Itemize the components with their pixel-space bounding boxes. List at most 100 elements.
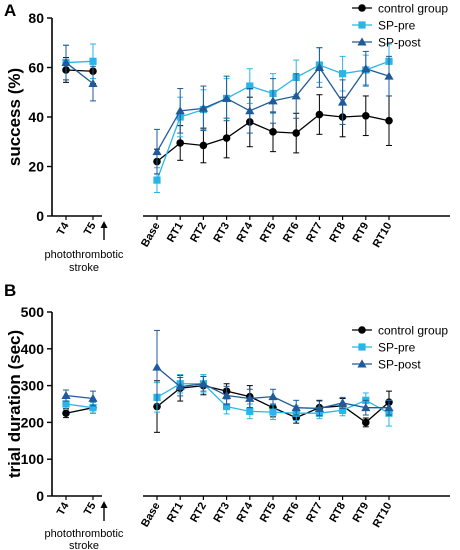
chart1-xtick-label: Base [139,501,163,530]
chart1-xtick-label: RT2 [188,501,209,525]
chart1-data-point [246,407,254,415]
chart0-data-point [269,128,277,136]
chart1-legend-label: SP-pre [378,341,416,355]
chart1-xtick-label: RT5 [258,501,279,525]
chart1-series-line [65,407,94,414]
chart0-ytick-label: 80 [28,10,44,26]
chart1-panel-label: B [4,281,16,300]
chart1-ytick-label: 400 [21,341,45,357]
chart1-data-point [362,418,370,427]
chart0-data-point [199,141,208,150]
chart1-xtick-label: RT3 [211,501,232,525]
chart0-xtick-label: Base [139,221,163,250]
chart0-data-point [176,139,184,147]
chart0-legend-marker [357,37,367,46]
chart1-xtick-label: RT6 [281,501,302,525]
chart0-legend-marker [358,4,366,12]
chart1-stroke-arrowhead [100,501,108,508]
chart0-xtick-label: T5 [82,221,99,238]
chart1-data-point [339,406,347,414]
chart0-legend-label: SP-post [378,36,421,50]
chart0-data-point [291,91,301,100]
chart0-data-point [222,93,232,102]
chart1-legend-marker [358,326,366,334]
chart1-legend-marker [358,343,366,351]
chart1-data-point [61,390,71,399]
chart0-data-point [339,70,347,78]
chart1-legend-label: SP-post [378,358,421,372]
chart0-data-point [153,176,161,184]
chart0-data-point [245,106,255,115]
chart0-legend-marker [358,21,366,29]
chart1-ytick-label: 0 [36,488,44,504]
chart0-data-point [246,82,254,90]
chart0-xtick-label: RT7 [304,221,325,245]
chart0-data-point [385,116,393,125]
chart0-xtick-label: RT1 [165,221,186,245]
chart0-data-point [198,103,208,112]
chart1-data-point [338,398,348,407]
chart0-series-line [65,60,94,64]
chart0-data-point [222,134,231,142]
chart1-data-point [89,404,97,412]
chart0-data-point [361,64,371,73]
chart0-stroke-arrowhead [100,221,108,228]
chart0-ytick-label: 20 [28,159,44,175]
chart0-data-point [362,111,370,120]
chart1-legend-label: control group [378,324,448,338]
chart0-data-point [61,57,71,66]
chart0-data-point [338,97,348,106]
chart0-xtick-label: T4 [55,220,72,238]
chart1-ytick-label: 300 [21,378,45,394]
chart1-series-line [65,394,94,400]
chart0-xtick-label: RT6 [281,221,302,245]
chart0-xtick-label: RT5 [258,221,279,245]
chart1-data-point [222,390,232,399]
chart0-legend-label: control group [378,2,448,16]
chart1-series-line [65,403,94,409]
chart1-ytick-label: 200 [21,414,45,430]
chart0-data-point [292,129,301,137]
chart1-annotation-line2: stroke [69,540,99,550]
chart0-annotation-line2: stroke [69,262,99,274]
chart1-xtick-label: RT9 [351,501,372,525]
chart0-xtick-label: RT10 [371,221,395,250]
chart1-legend-marker [357,359,367,368]
chart1-xtick-label: RT4 [235,500,256,525]
chart0-series-line [65,62,94,85]
chart0-data-point [175,106,185,115]
chart1-xtick-label: RT7 [304,501,325,525]
chart0-data-point [89,57,97,65]
chart1-xtick-label: RT8 [327,501,348,525]
chart0-ylabel: success (%) [5,68,24,166]
chart0-data-point [315,110,324,119]
chart1-data-point [268,392,278,401]
chart0-xtick-label: RT4 [235,220,256,245]
chart1-data-point [314,403,324,412]
chart1-data-point [223,402,231,411]
chart1-data-point [361,403,371,412]
chart1-legend: control group SP-pre SP-post [352,324,448,372]
chart1-data-point [245,393,255,402]
chart0-panel-label: A [4,1,16,20]
chart1-xtick-label: T5 [82,501,99,518]
chart0-legend: control group SP-pre SP-post [352,2,448,50]
chart0-series-line [65,69,94,72]
chart1-data-point [88,393,98,402]
chart0-xtick-label: RT2 [188,221,209,245]
chart1-data-point [384,403,394,412]
chart1-xtick-label: RT10 [371,501,395,530]
chart1-data-point [175,382,185,391]
chart1-data-point [62,400,70,408]
chart0-data-point [384,71,394,80]
chart0-xtick-label: RT3 [211,221,232,245]
chart1-annotation-line1: photothrombotic [45,528,124,540]
chart1-data-point [291,403,301,412]
chart0-xtick-label: RT9 [351,221,372,245]
chart0-ytick-label: 0 [36,208,44,224]
chart1-data-point [269,408,277,416]
chart0-data-point [314,62,324,71]
